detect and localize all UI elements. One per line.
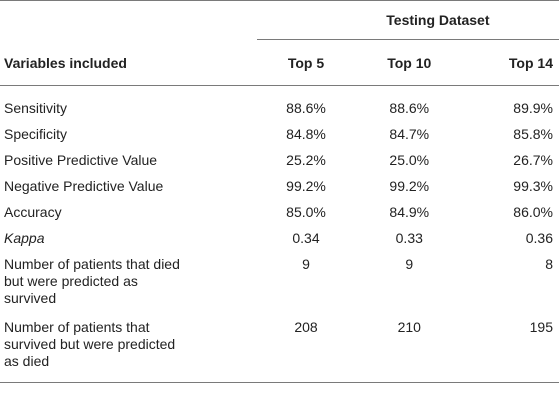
- cell-top14: 86.0%: [513, 204, 553, 220]
- cell-top14: 0.36: [525, 230, 553, 246]
- testing-dataset-header: Testing Dataset: [386, 12, 490, 28]
- row-label-line: as died: [4, 353, 50, 369]
- row-label: Sensitivity: [4, 100, 68, 116]
- table-row: Number of patients that died but were pr…: [0, 252, 559, 315]
- cell-top5: 85.0%: [286, 204, 326, 220]
- cell-top10: 84.9%: [389, 204, 430, 220]
- row-label-line: Number of patients that died: [4, 256, 180, 272]
- cell-top14: 99.3%: [513, 178, 553, 194]
- cell-top10: 88.6%: [389, 100, 430, 116]
- cell-top5: 84.8%: [286, 126, 326, 142]
- column-header-top14: Top 14: [508, 54, 553, 71]
- row-label: Number of patients that survived but wer…: [0, 315, 257, 383]
- cell-top5: 0.34: [292, 230, 320, 246]
- column-header-top10: Top 10: [387, 54, 432, 71]
- row-label: Accuracy: [4, 204, 62, 220]
- row-label-line: Number of patients that: [4, 319, 150, 335]
- table-row: Accuracy 85.0% 84.9% 86.0%: [0, 200, 559, 226]
- cell-top14: 8: [545, 256, 553, 272]
- table-row: Positive Predictive Value 25.2% 25.0% 26…: [0, 148, 559, 174]
- row-label: Negative Predictive Value: [4, 178, 164, 194]
- row-label: Kappa: [4, 230, 45, 246]
- cell-top10: 99.2%: [389, 178, 430, 194]
- row-label-line: survived but were predicted: [4, 336, 176, 352]
- row-label: Positive Predictive Value: [4, 152, 158, 168]
- cell-top5: 9: [302, 256, 310, 272]
- cell-top5: 25.2%: [286, 152, 326, 168]
- table-row: Negative Predictive Value 99.2% 99.2% 99…: [0, 174, 559, 200]
- table-row: Number of patients that survived but wer…: [0, 315, 559, 383]
- table-row: Specificity 84.8% 84.7% 85.8%: [0, 122, 559, 148]
- cell-top14: 89.9%: [513, 100, 553, 116]
- cell-top10: 210: [397, 319, 421, 335]
- cell-top5: 99.2%: [286, 178, 326, 194]
- column-header-row: Variables included Top 5 Top 10 Top 14: [0, 40, 559, 86]
- cell-top5: 208: [294, 319, 318, 335]
- row-label-line: but were predicted as: [4, 273, 138, 289]
- column-header-variables: Variables included: [4, 54, 127, 71]
- cell-top14: 85.8%: [513, 126, 553, 142]
- row-label: Number of patients that died but were pr…: [0, 252, 257, 315]
- table-row: Kappa 0.34 0.33 0.36: [0, 226, 559, 252]
- cell-top14: 26.7%: [513, 152, 553, 168]
- cell-top14: 195: [529, 319, 553, 335]
- results-table: Testing Dataset Variables included Top 5…: [0, 0, 559, 383]
- cell-top10: 84.7%: [389, 126, 430, 142]
- cell-top10: 25.0%: [389, 152, 430, 168]
- row-label-line: survived: [4, 290, 57, 306]
- column-header-top5: Top 5: [287, 54, 325, 71]
- table-row: Sensitivity 88.6% 88.6% 89.9%: [0, 96, 559, 122]
- row-label: Specificity: [4, 126, 68, 142]
- group-header-row: Testing Dataset: [0, 0, 559, 40]
- group-underline: [256, 39, 559, 40]
- cell-top10: 0.33: [395, 230, 423, 246]
- cell-top10: 9: [405, 256, 414, 272]
- cell-top5: 88.6%: [286, 100, 326, 116]
